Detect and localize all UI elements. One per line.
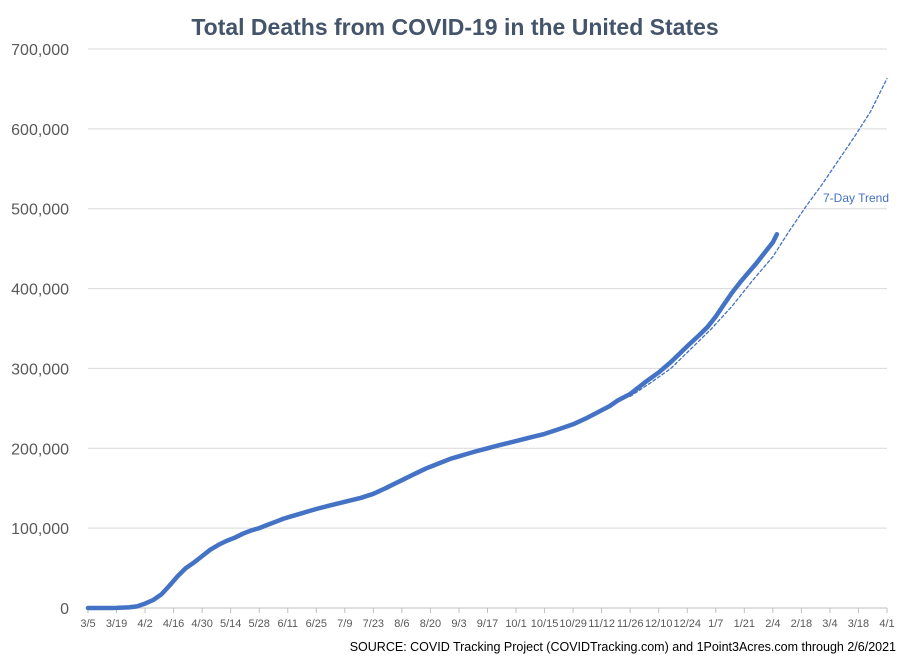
gridlines <box>88 48 887 529</box>
x-tick-label: 1/21 <box>734 618 755 630</box>
x-tick-label: 9/17 <box>477 618 498 630</box>
x-tick-label: 12/10 <box>645 618 673 630</box>
x-tick-label: 2/4 <box>765 618 780 630</box>
x-tick-label: 10/29 <box>559 618 587 630</box>
x-tick-label: 6/11 <box>277 618 298 630</box>
x-tick-label: 9/3 <box>451 618 466 630</box>
x-tick-label: 3/18 <box>848 618 869 630</box>
x-tick-label: 10/15 <box>531 618 559 630</box>
x-tick-label: 4/1 <box>879 618 894 630</box>
x-tick-label: 4/30 <box>191 618 212 630</box>
x-tick-label: 6/25 <box>306 618 327 630</box>
chart-title: Total Deaths from COVID-19 in the United… <box>191 14 719 40</box>
x-tick-label: 8/6 <box>394 618 409 630</box>
x-tick-label: 4/16 <box>163 618 184 630</box>
source-note: SOURCE: COVID Tracking Project (COVIDTra… <box>349 640 896 654</box>
y-tick-label: 300,000 <box>11 361 69 378</box>
x-tick-label: 10/1 <box>505 618 526 630</box>
y-tick-label: 200,000 <box>11 441 69 458</box>
data-series: 7-Day Trend <box>85 77 889 611</box>
trend-label: 7-Day Trend <box>823 191 889 205</box>
x-tick-label: 8/20 <box>420 618 441 630</box>
y-tick-label: 100,000 <box>11 521 69 538</box>
y-tick-label: 0 <box>60 601 69 618</box>
y-tick-label: 500,000 <box>11 202 69 219</box>
x-tick-label: 12/24 <box>673 618 701 630</box>
x-tick-label: 3/5 <box>80 618 95 630</box>
x-tick-label: 7/9 <box>337 618 352 630</box>
trend-line <box>629 77 888 398</box>
x-tick-label: 4/2 <box>137 618 152 630</box>
x-tick-label: 5/14 <box>220 618 241 630</box>
x-tick-label: 7/23 <box>363 618 384 630</box>
total-deaths-line <box>85 232 780 611</box>
x-axis: 3/5 3/19 4/2 4/16 4/30 5/14 5/28 6/11 6/25 7/9 7/2… <box>80 607 895 630</box>
x-tick-label: 5/28 <box>249 618 270 630</box>
y-tick-label: 400,000 <box>11 282 69 299</box>
y-axis: 0 100,000 200,000 300,000 400,000 500,000 600,… <box>11 42 69 618</box>
x-tick-label: 1/7 <box>708 618 723 630</box>
x-tick-label: 3/19 <box>106 618 127 630</box>
y-tick-label: 700,000 <box>11 42 69 59</box>
x-tick-label: 2/18 <box>791 618 812 630</box>
x-tick-label: 11/26 <box>617 618 644 630</box>
x-tick-label: 3/4 <box>822 618 837 630</box>
x-tick-label: 11/12 <box>588 618 615 630</box>
y-tick-label: 600,000 <box>11 122 69 139</box>
